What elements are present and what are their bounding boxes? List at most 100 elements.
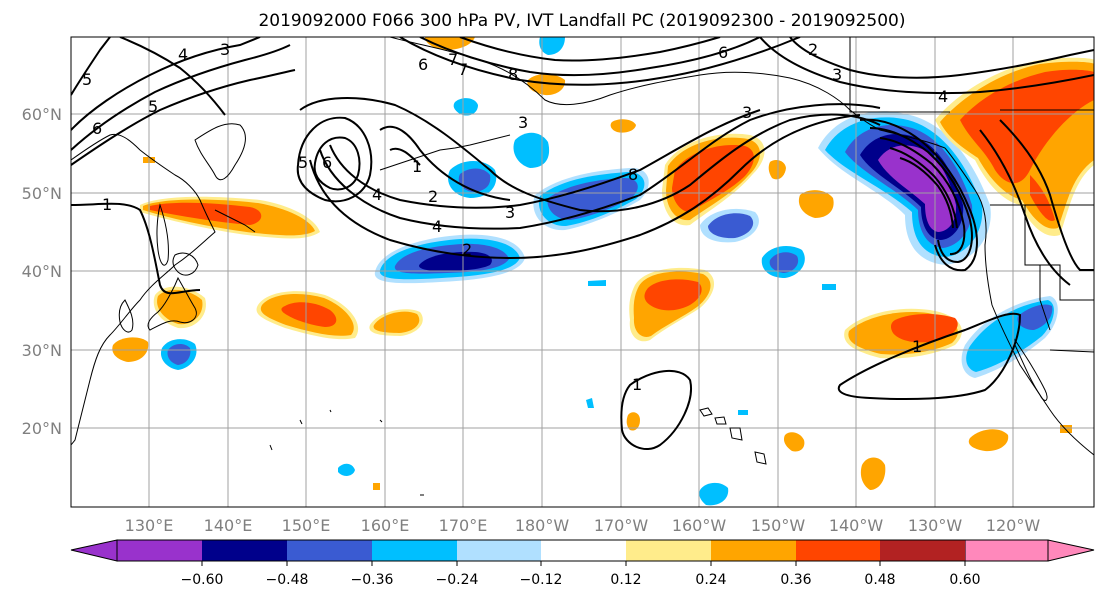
shade-neg-blob-9 xyxy=(769,252,799,273)
coast-hawaii-3 xyxy=(729,427,743,441)
colorbar-tick-labels: −0.60 −0.48 −0.36 −0.24 −0.12 0.12 0.24 … xyxy=(181,572,981,588)
lat-label-60n: 60°N xyxy=(22,105,62,124)
contour-label: 8 xyxy=(628,165,638,184)
lon-label-170w: 170°W xyxy=(594,516,649,535)
contour-north-2 xyxy=(419,37,761,77)
coast-kurils xyxy=(214,209,256,233)
contour-label: 6 xyxy=(418,55,428,74)
contour-north-4 xyxy=(789,37,1094,79)
contour-west-2 xyxy=(71,44,291,151)
contour-label: 1 xyxy=(912,337,922,356)
contour-label: 2 xyxy=(428,187,438,206)
colorbar-tick-label: 0.36 xyxy=(780,572,811,588)
contour-west-4 xyxy=(71,37,111,96)
contour-label: 6 xyxy=(322,153,332,172)
shade-neg-small-1 xyxy=(338,463,355,476)
contour-1-central xyxy=(620,369,692,450)
shade-neg-band-2 xyxy=(547,178,638,220)
shade-pos-dateline-2 xyxy=(672,145,754,212)
shade-pos-small-9 xyxy=(1060,425,1072,433)
shade-pos-w-2 xyxy=(281,302,337,327)
contour-north-3 xyxy=(459,37,721,62)
lon-label-120w: 120°W xyxy=(986,516,1041,535)
contour-4-loop xyxy=(329,109,761,209)
contour-label: 3 xyxy=(832,65,842,84)
contour-west-3 xyxy=(71,69,296,166)
shade-pos-canada-3 xyxy=(1030,175,1055,221)
contour-label: 2 xyxy=(462,240,472,259)
coast-baja xyxy=(1014,338,1048,401)
contour-3-loop xyxy=(319,103,881,230)
lat-label-40n: 40°N xyxy=(22,262,62,281)
contour-labels: 4 3 5 6 5 6 7 8 7 2 3 6 4 5 6 1 2 3 4 3 … xyxy=(82,40,948,394)
colorbar-segment xyxy=(117,540,202,561)
border-states-2 xyxy=(1039,265,1051,331)
contour-gulf-4 xyxy=(889,147,958,229)
colorbar-tick-label: 0.48 xyxy=(864,572,895,588)
graticule xyxy=(71,37,1094,507)
lat-labels: 60°N 50°N 40°N 30°N 20°N xyxy=(22,105,62,438)
border-states-1 xyxy=(1024,205,1094,301)
shade-pos-small-10 xyxy=(373,483,380,490)
colorbar-segment xyxy=(372,540,457,561)
colorbar-tick-label: 0.60 xyxy=(949,572,980,588)
lon-label-130e: 130°E xyxy=(125,516,174,535)
contour-gulf-5 xyxy=(899,157,954,229)
shade-pos-small-11 xyxy=(768,160,786,180)
contour-gulf-3 xyxy=(879,137,966,256)
contour-label: 3 xyxy=(742,103,752,122)
colorbar-outline xyxy=(116,539,1049,562)
lon-label-160e: 160°E xyxy=(361,516,410,535)
contour-label: 5 xyxy=(82,70,92,89)
coast-sakhalin xyxy=(156,203,169,266)
lat-label-20n: 20°N xyxy=(22,419,62,438)
shade-neg-small-2 xyxy=(699,482,729,506)
colorbar-segment xyxy=(541,540,626,561)
colorbar-ticks xyxy=(201,561,966,566)
shade-neg-japan-2 xyxy=(167,344,191,365)
colorbar-tick-label: 0.12 xyxy=(610,572,641,588)
contour-east-canada-1 xyxy=(999,119,1094,271)
shade-neg-blob-2 xyxy=(458,168,491,192)
colorbar-segment xyxy=(880,540,965,561)
contour-label: 8 xyxy=(508,65,518,84)
contour-north-1 xyxy=(399,37,801,86)
lon-label-160w: 160°W xyxy=(672,516,727,535)
shade-pos-small-8 xyxy=(610,119,636,133)
coast-small-islands-1 xyxy=(269,409,424,496)
contour-2-south xyxy=(309,114,861,260)
lat-label-50n: 50°N xyxy=(22,184,62,203)
contour-label: 6 xyxy=(718,43,728,62)
shade-neg-small-4 xyxy=(738,410,748,415)
contour-label: 1 xyxy=(632,375,642,394)
shade-pos-small-3 xyxy=(860,457,886,490)
lon-label-150e: 150°E xyxy=(282,516,331,535)
colorbar-segment xyxy=(796,540,880,561)
contour-ridge-1 xyxy=(379,125,511,201)
shade-neg-blob-3 xyxy=(513,132,550,168)
lon-label-140w: 140°W xyxy=(829,516,884,535)
colorbar-tick-label: −0.12 xyxy=(520,572,563,588)
shade-neg-gulf-4 xyxy=(878,145,957,232)
coastlines xyxy=(71,37,1094,496)
border-alaska-yukon xyxy=(849,37,950,113)
contour-label: 1 xyxy=(412,157,422,176)
coast-alaska xyxy=(389,37,946,149)
contour-label: 4 xyxy=(178,45,188,64)
shade-pos-central-2 xyxy=(644,279,702,311)
shade-neg-blob-7 xyxy=(708,213,754,239)
shade-neg-blob-4 xyxy=(539,37,565,55)
contour-label: 3 xyxy=(505,203,515,222)
lon-label-150w: 150°W xyxy=(751,516,806,535)
lon-label-170e: 170°E xyxy=(439,516,488,535)
colorbar-tick-label: −0.48 xyxy=(266,572,309,588)
lon-label-140e: 140°E xyxy=(204,516,253,535)
contour-label: 7 xyxy=(458,60,468,79)
map-background xyxy=(71,37,1094,507)
coast-hokkaido xyxy=(172,252,199,276)
coast-mexico xyxy=(1049,349,1094,353)
contour-gulf-1 xyxy=(859,118,978,272)
contour-label: 3 xyxy=(518,113,528,132)
contour-north-5 xyxy=(759,37,1094,95)
